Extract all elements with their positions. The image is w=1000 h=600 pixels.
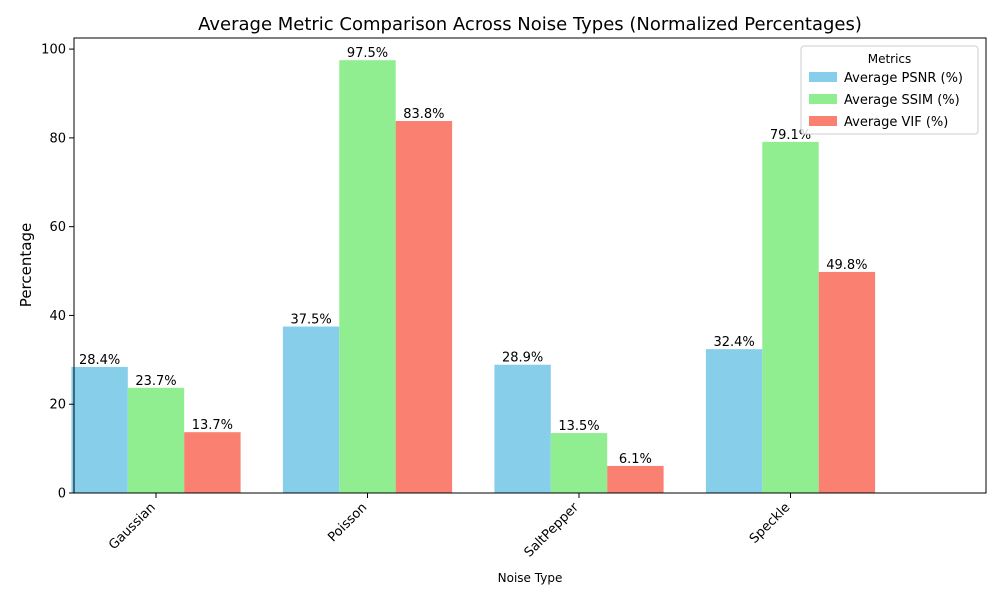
value-label: 13.5% [558, 419, 599, 434]
bar-poisson-3 [395, 121, 453, 493]
value-label: 28.9% [502, 351, 543, 366]
x-tick-label: Speckle [747, 500, 794, 547]
bars-group [71, 60, 876, 493]
value-label: 83.8% [403, 107, 444, 122]
bar-speckle-2 [762, 141, 819, 493]
x-axis: Gaussian Poisson SaltPepper Speckle [106, 493, 793, 560]
value-label: 49.8% [826, 258, 867, 273]
chart-title: Average Metric Comparison Across Noise T… [198, 14, 862, 35]
value-label: 23.7% [135, 374, 176, 389]
y-tick-label: 0 [58, 487, 66, 502]
x-tick-label: Poisson [325, 500, 370, 545]
y-tick-label: 80 [49, 131, 66, 146]
bar-saltpepper-2 [550, 433, 608, 493]
legend-box [800, 45, 979, 135]
bar-saltpepper-1 [494, 364, 551, 493]
bar-saltpepper-3 [607, 465, 664, 493]
value-label: 37.5% [290, 313, 331, 328]
legend-entry: Average PSNR (%) [844, 71, 963, 86]
bar-speckle-3 [818, 271, 876, 493]
y-tick-label: 100 [41, 43, 66, 58]
value-label: 97.5% [347, 46, 388, 61]
value-label: 28.4% [79, 353, 120, 368]
bar-gaussian-3 [184, 432, 241, 493]
legend-swatch [809, 72, 837, 82]
legend-swatch [809, 116, 837, 126]
y-tick-label: 40 [49, 309, 66, 324]
legend-entry: Average SSIM (%) [844, 93, 960, 108]
value-labels-group: 28.4%37.5%28.9%32.4%23.7%97.5%13.5%79.1%… [79, 46, 868, 467]
bar-speckle-1 [705, 349, 763, 493]
value-label: 6.1% [619, 452, 652, 467]
bar-poisson-2 [339, 60, 396, 493]
legend: Metrics Average PSNR (%) Average SSIM (%) A… [800, 45, 979, 135]
y-tick-label: 60 [49, 220, 66, 235]
y-tick-label: 20 [49, 398, 66, 413]
legend-title: Metrics [868, 52, 912, 66]
legend-entry: Average VIF (%) [844, 115, 948, 130]
value-label: 32.4% [713, 335, 754, 350]
plot-frame [73, 37, 987, 494]
y-axis-label: Percentage [17, 223, 35, 307]
legend-swatch [809, 94, 837, 104]
bar-gaussian-2 [127, 387, 185, 493]
bar-gaussian-1 [71, 366, 128, 493]
value-label: 13.7% [192, 418, 233, 433]
x-axis-label: Noise Type [498, 571, 563, 585]
x-tick-label: Gaussian [106, 500, 159, 553]
y-axis: 0 20 40 60 80 100 [41, 43, 74, 502]
x-tick-label: SaltPepper [522, 500, 583, 561]
bar-poisson-1 [282, 326, 340, 493]
